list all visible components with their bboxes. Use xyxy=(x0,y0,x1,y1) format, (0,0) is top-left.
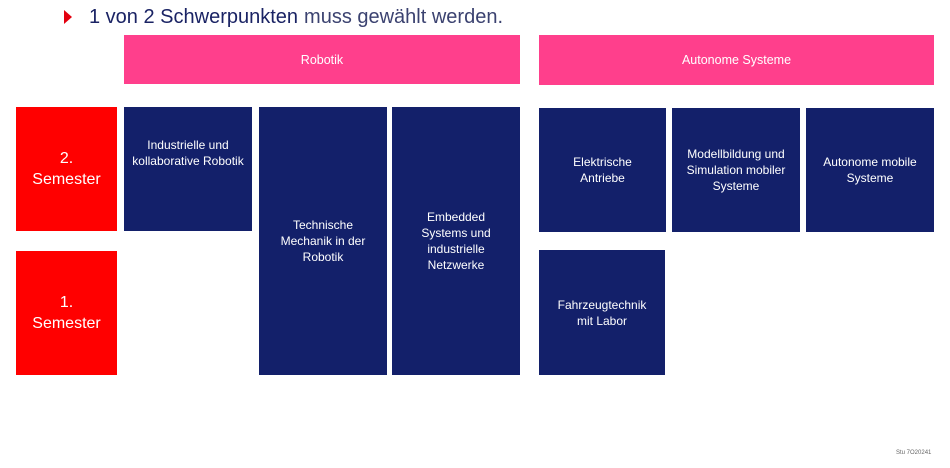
course-autonome-mobile-systeme: Autonome mobile Systeme xyxy=(806,108,934,232)
semester-number: 1. xyxy=(59,294,74,311)
track-header-robotik: Robotik xyxy=(124,35,520,84)
track-label: Robotik xyxy=(300,52,344,67)
semester-label: Semester xyxy=(32,171,101,188)
course-label: Elektrische Antriebe xyxy=(573,155,632,185)
course-label: Modellbildung und Simulation mobiler Sys… xyxy=(686,147,786,193)
page-heading: 1 von 2 Schwerpunkten muss gewählt werde… xyxy=(64,4,503,30)
semester-2-box: 2. Semester xyxy=(16,107,117,231)
course-label: Industrielle und kollaborative Robotik xyxy=(132,138,244,168)
course-fahrzeugtechnik: Fahrzeugtechnik mit Labor xyxy=(539,250,665,375)
track-label: Autonome Systeme xyxy=(681,53,792,67)
course-industrielle-robotik: Industrielle und kollaborative Robotik xyxy=(124,107,252,231)
triangle-right-icon xyxy=(64,10,72,24)
footer-code: Stu 7O20241 xyxy=(896,450,932,456)
semester-label: Semester xyxy=(32,315,101,332)
course-technische-mechanik: Technische Mechanik in der Robotik xyxy=(259,107,387,375)
course-label: Technische Mechanik in der Robotik xyxy=(280,218,366,264)
course-embedded-systems: Embedded Systems und industrielle Netzwe… xyxy=(392,107,520,375)
heading-rest: muss gewählt werden. xyxy=(304,5,504,28)
semester-number: 2. xyxy=(59,150,74,167)
semester-1-box: 1. Semester xyxy=(16,251,117,375)
course-label: Autonome mobile Systeme xyxy=(823,155,917,185)
track-header-autonome-systeme: Autonome Systeme xyxy=(539,35,934,85)
course-label: Fahrzeugtechnik mit Labor xyxy=(557,297,647,328)
course-elektrische-antriebe: Elektrische Antriebe xyxy=(539,108,666,232)
course-label: Embedded Systems und industrielle Netzwe… xyxy=(421,210,491,272)
heading-strong: 1 von 2 Schwerpunkten xyxy=(89,5,299,28)
course-modellbildung-simulation: Modellbildung und Simulation mobiler Sys… xyxy=(672,108,800,232)
